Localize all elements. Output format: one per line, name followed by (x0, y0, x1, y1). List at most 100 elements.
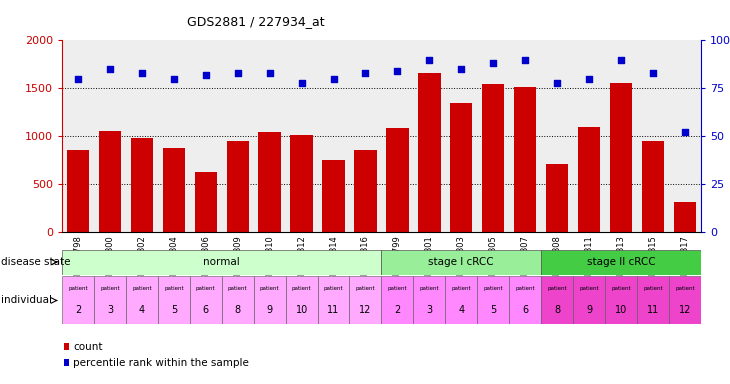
Bar (450, 103, 472, 232)
Point (551, 79, 563, 86)
Bar (131, 138, 153, 232)
Text: 3: 3 (107, 305, 113, 315)
Text: patient: patient (675, 286, 695, 291)
Bar (514, 88, 537, 232)
Text: patient: patient (68, 286, 88, 291)
Bar (67, 150, 89, 232)
Point (391, 68, 403, 74)
Point (488, 60, 499, 66)
Bar (386, 127, 409, 232)
Bar (64, 343, 69, 350)
Bar (477, 276, 510, 324)
Bar (573, 276, 605, 324)
Point (296, 79, 307, 86)
Text: individual: individual (1, 295, 52, 306)
Text: patient: patient (228, 286, 247, 291)
Text: patient: patient (132, 286, 152, 291)
Point (72, 76, 84, 82)
Bar (669, 276, 701, 324)
Text: 4: 4 (139, 305, 145, 315)
Text: 11: 11 (647, 305, 659, 315)
Bar (226, 141, 249, 232)
Point (360, 70, 372, 76)
Bar (94, 276, 126, 324)
Point (423, 56, 435, 63)
Text: patient: patient (483, 286, 503, 291)
Point (615, 56, 627, 63)
Bar (285, 276, 318, 324)
Bar (642, 141, 664, 232)
Text: patient: patient (196, 286, 215, 291)
Text: 9: 9 (266, 305, 273, 315)
Bar (578, 127, 600, 232)
Bar (637, 276, 669, 324)
Bar (158, 276, 190, 324)
Bar (541, 250, 701, 275)
Text: normal: normal (204, 257, 240, 267)
Text: stage I cRCC: stage I cRCC (429, 257, 494, 267)
Bar (610, 83, 632, 232)
Text: 11: 11 (327, 305, 339, 315)
Text: disease state: disease state (1, 257, 70, 267)
Bar (381, 250, 541, 275)
Text: patient: patient (356, 286, 375, 291)
Text: patient: patient (579, 286, 599, 291)
Bar (62, 276, 94, 324)
Bar (354, 150, 377, 232)
Text: patient: patient (611, 286, 631, 291)
Bar (62, 250, 381, 275)
Point (519, 56, 531, 63)
Bar (318, 276, 350, 324)
Bar (674, 202, 696, 232)
Text: 12: 12 (359, 305, 372, 315)
Text: patient: patient (451, 286, 471, 291)
Point (583, 76, 595, 82)
Text: stage II cRCC: stage II cRCC (587, 257, 656, 267)
Text: patient: patient (420, 286, 439, 291)
Text: 5: 5 (490, 305, 496, 315)
Point (104, 66, 116, 72)
Bar (195, 172, 217, 232)
Bar (254, 276, 285, 324)
Text: patient: patient (643, 286, 663, 291)
Text: 10: 10 (615, 305, 627, 315)
Bar (190, 276, 222, 324)
Point (264, 70, 275, 76)
Bar (126, 276, 158, 324)
Text: 6: 6 (203, 305, 209, 315)
Text: patient: patient (164, 286, 184, 291)
Text: 12: 12 (679, 305, 691, 315)
Bar (445, 276, 477, 324)
Text: patient: patient (515, 286, 535, 291)
Bar (291, 136, 312, 232)
Text: 6: 6 (522, 305, 529, 315)
Point (168, 76, 180, 82)
Bar (258, 131, 281, 232)
Point (232, 70, 244, 76)
Text: 2: 2 (394, 305, 401, 315)
Text: 4: 4 (458, 305, 464, 315)
Text: 9: 9 (586, 305, 592, 315)
Text: 8: 8 (234, 305, 241, 315)
Point (679, 129, 691, 136)
Text: patient: patient (100, 286, 120, 291)
Text: patient: patient (388, 286, 407, 291)
Text: patient: patient (548, 286, 567, 291)
Bar (381, 276, 413, 324)
Text: count: count (73, 341, 102, 351)
Bar (546, 164, 568, 232)
Point (456, 66, 467, 72)
Text: patient: patient (292, 286, 312, 291)
Text: patient: patient (260, 286, 280, 291)
Point (200, 72, 212, 78)
Text: GDS2881 / 227934_at: GDS2881 / 227934_at (187, 15, 324, 28)
Bar (541, 276, 573, 324)
Bar (605, 276, 637, 324)
Point (328, 76, 339, 82)
Bar (510, 276, 541, 324)
Bar (64, 359, 69, 366)
Bar (163, 148, 185, 232)
Text: percentile rank within the sample: percentile rank within the sample (73, 358, 249, 367)
Bar (222, 276, 254, 324)
Point (647, 70, 658, 76)
